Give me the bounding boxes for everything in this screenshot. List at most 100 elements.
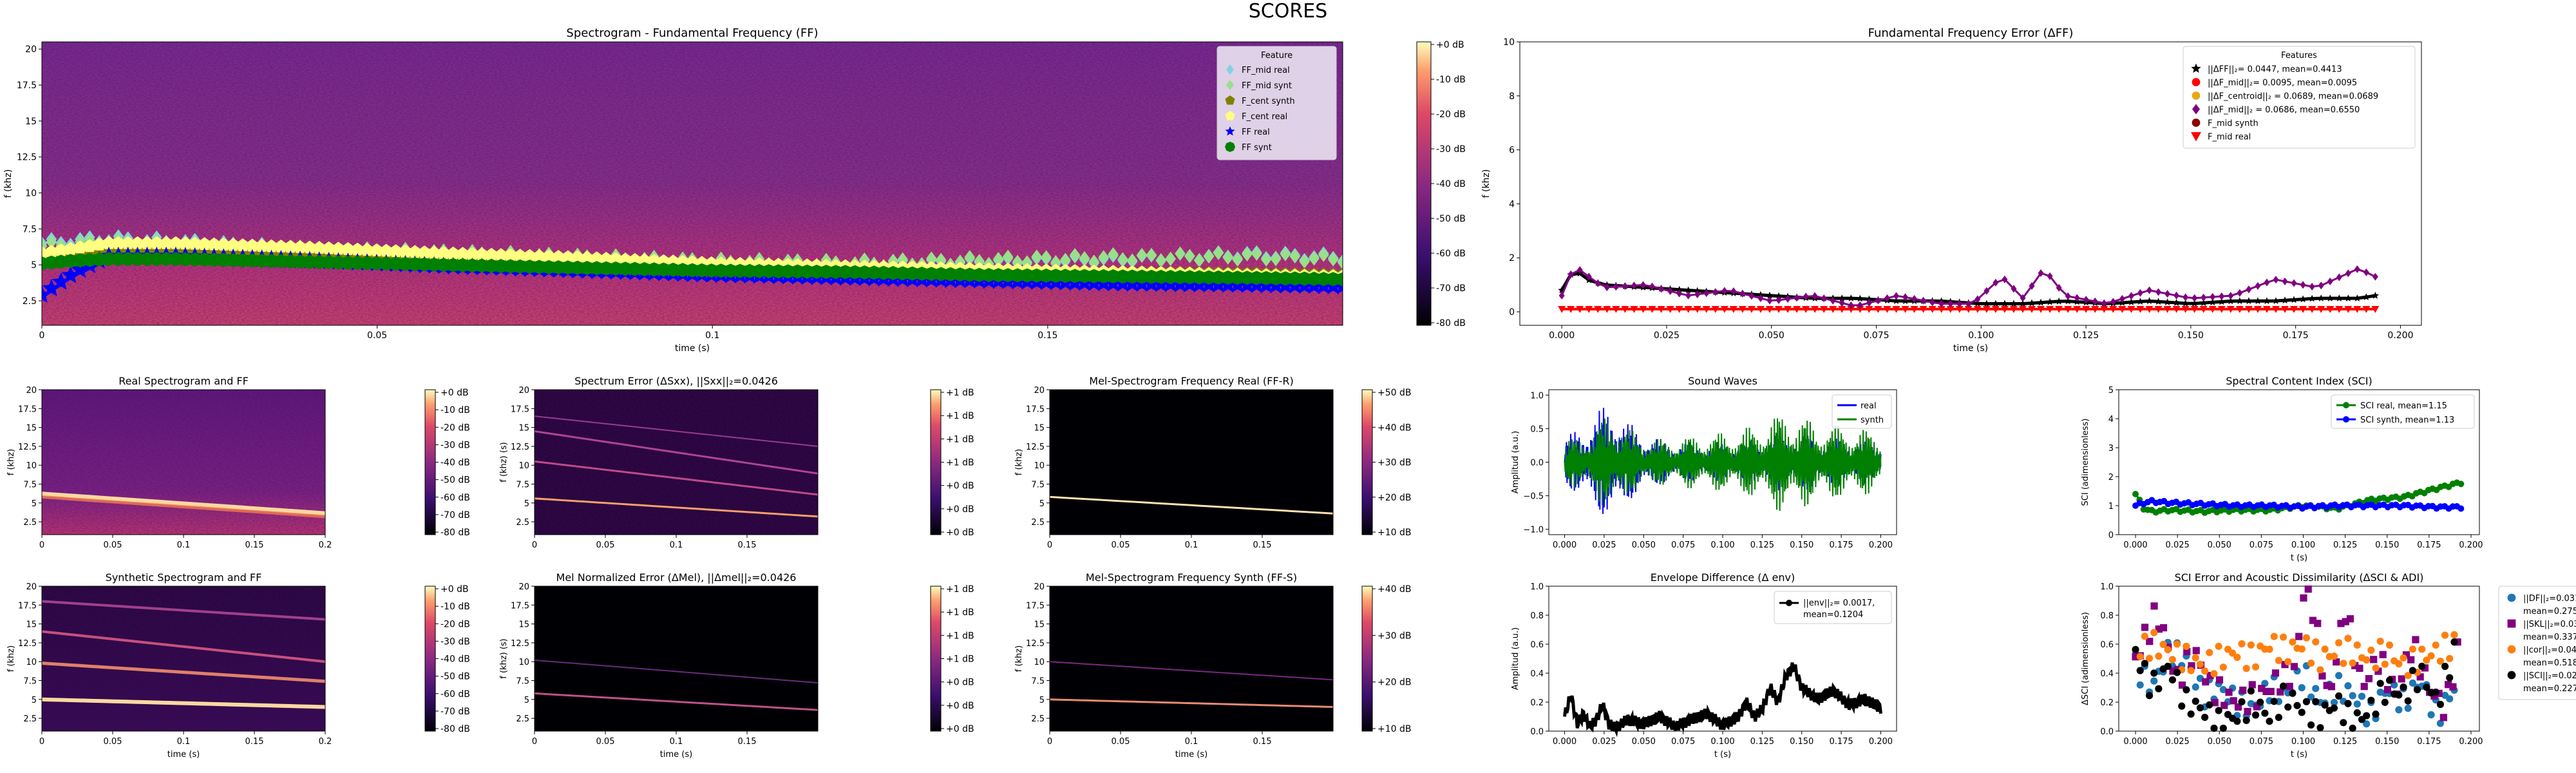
sci-error-point-skl <box>2258 685 2266 692</box>
sci_err-xtick-label: 0.075 <box>2249 737 2273 747</box>
sci-error-point-cor <box>2233 653 2241 661</box>
sci-error-point-skl <box>2309 616 2317 624</box>
ff-error-marker <box>1712 288 1719 296</box>
ff-marker-ff-synt <box>455 258 470 272</box>
ff-error-marker <box>1956 300 1963 308</box>
ff-error-marker <box>2271 306 2280 313</box>
ff-error-marker <box>1766 296 1773 305</box>
ff-error-marker <box>2037 306 2045 313</box>
sci-error-point-sci <box>2330 704 2338 712</box>
sci-error-point-skl <box>2150 602 2158 610</box>
sci-error-point-skl <box>2132 653 2139 661</box>
ff-marker-ff-synt <box>408 257 422 272</box>
sci-error-point-skl <box>2407 656 2415 663</box>
real_spec-xtick-label: 0.2 <box>319 540 332 550</box>
mel_synth-harmonic <box>1049 661 1334 681</box>
ff-error-marker <box>2146 286 2152 294</box>
sci-error-point-sci <box>2335 692 2343 700</box>
env_diff-xtick-label: 0.150 <box>1790 737 1814 747</box>
ff-error-marker <box>2073 306 2081 313</box>
spec_ff-ytick-label: 2.5 <box>23 296 37 307</box>
sci-ytick-label: 5 <box>2108 386 2114 396</box>
sci-error-point-sci <box>2257 698 2264 706</box>
ff-marker-ff-mid-synt <box>1126 253 1138 268</box>
synth_spec-xtick-label: 0.05 <box>104 737 122 747</box>
ff-marker-ff-synt <box>369 256 384 271</box>
sci-error-point-df <box>2298 684 2306 692</box>
ff-error-marker <box>1675 285 1683 293</box>
sci-error-point-skl <box>2244 707 2251 716</box>
ff_error-legend-label: F_mid real <box>2208 133 2251 142</box>
synth_spec-harmonic <box>41 600 326 621</box>
ff-marker-ff-mid-synt <box>1155 253 1167 267</box>
sci-error-point-skl <box>2155 625 2163 633</box>
ff-error-marker <box>1630 306 1638 313</box>
ff-marker-ff-synt <box>819 265 833 279</box>
sci_err-legend-label: ||DF||₂=0.031,mean=0.275 <box>2523 594 2576 616</box>
ff-marker-ff-synt <box>752 263 766 278</box>
ff-error-marker <box>1838 294 1846 301</box>
sci-error-point-cor <box>2381 660 2389 668</box>
sound_waves-xtick-label: 0.075 <box>1671 540 1695 550</box>
ff-error-marker <box>2010 300 2018 307</box>
ff-marker-f-cent-real <box>332 242 345 255</box>
ff-marker-ff-synt <box>513 259 527 274</box>
ff-error-marker <box>2037 298 2045 306</box>
ff-marker-ff-mid-synt <box>46 234 57 249</box>
real_spec-ytick-label: 2.5 <box>23 518 37 528</box>
env_diff-xlabel: t (s) <box>1714 750 1731 759</box>
ff-error-marker <box>1684 286 1692 294</box>
synth_spec-ytick-label: 15 <box>26 620 37 630</box>
ff-error-marker <box>1892 297 1900 304</box>
mel_synth-ytick-label: 2.5 <box>1031 714 1045 724</box>
synth_spec-colorbar-label: -60 dB <box>440 689 470 700</box>
ff_error-ytick-label: 2 <box>1509 253 1515 263</box>
spec_ff-axes-frame <box>41 41 1343 326</box>
env_diff-xtick-label: 0.000 <box>1553 737 1577 747</box>
spec_ff-colorbar-label: -80 dB <box>1436 318 1466 329</box>
ff-marker-ff-mid-synt <box>1184 249 1195 263</box>
sci-point <box>2132 491 2139 497</box>
mel_err-xtick-label: 0.05 <box>596 737 615 747</box>
sci-error-point-cor <box>2363 656 2371 664</box>
ff-marker-ff-synt <box>1029 268 1044 283</box>
synth_spec-colorbar-label: -80 dB <box>440 724 470 734</box>
ff-marker-ff-synt <box>1278 271 1293 286</box>
ff-error-marker <box>2282 277 2288 285</box>
ff-error-marker <box>1594 306 1602 313</box>
ff-marker-ff-mid-synt <box>1146 247 1157 262</box>
sci-error-point-sci <box>2266 718 2273 725</box>
ff-error-marker <box>2272 297 2280 304</box>
ff-marker-f-cent-real <box>628 253 642 266</box>
mel_err-colorbar-label: +1 dB <box>946 584 974 595</box>
spec_ff-legend-marker <box>1226 64 1234 75</box>
ff-marker-ff-synt <box>1211 270 1226 285</box>
ff-error-marker <box>1910 306 1918 313</box>
sci-xtick-label: 0.125 <box>2333 540 2357 550</box>
sci-error-point-cor <box>2441 631 2449 639</box>
spec_err-harmonic <box>534 497 819 518</box>
sci_err-ylabel: ΔSCI (adimensionless) <box>2081 612 2090 705</box>
ff-error-marker <box>1812 292 1818 300</box>
ff-error-marker <box>1612 306 1620 313</box>
ff-error-marker <box>2020 294 2026 302</box>
sci_err-xtick-label: 0.050 <box>2208 737 2231 747</box>
spec_ff-legend-title: Feature <box>1261 51 1293 61</box>
ff-marker-ff-synt <box>53 254 68 269</box>
ff-marker-f-cent-real <box>561 250 575 263</box>
mel_err-heatmap <box>535 586 818 731</box>
ff-error-marker <box>2154 298 2163 305</box>
sci-legend-label: SCI real, mean=1.15 <box>2360 401 2447 411</box>
ff_error-legend-label: ||ΔFF||₂= 0.0447, mean=0.4413 <box>2208 65 2342 75</box>
spec_ff-ytick-label: 5 <box>31 260 37 271</box>
sci-error-point-cor <box>2400 654 2407 662</box>
sci-error-point-skl <box>2379 651 2387 658</box>
sci-error-point-cor <box>2349 659 2356 667</box>
ff-error-marker <box>1675 306 1683 313</box>
ff-error-marker <box>1567 306 1575 313</box>
spec_ff-ytick-label: 12.5 <box>17 153 37 163</box>
ff-marker-ff-synt <box>1058 269 1073 283</box>
sound-waves-legend-label: real <box>1861 401 1877 411</box>
synth_spec-ytick-label: 12.5 <box>18 639 37 649</box>
ff-error-marker <box>2246 285 2252 294</box>
